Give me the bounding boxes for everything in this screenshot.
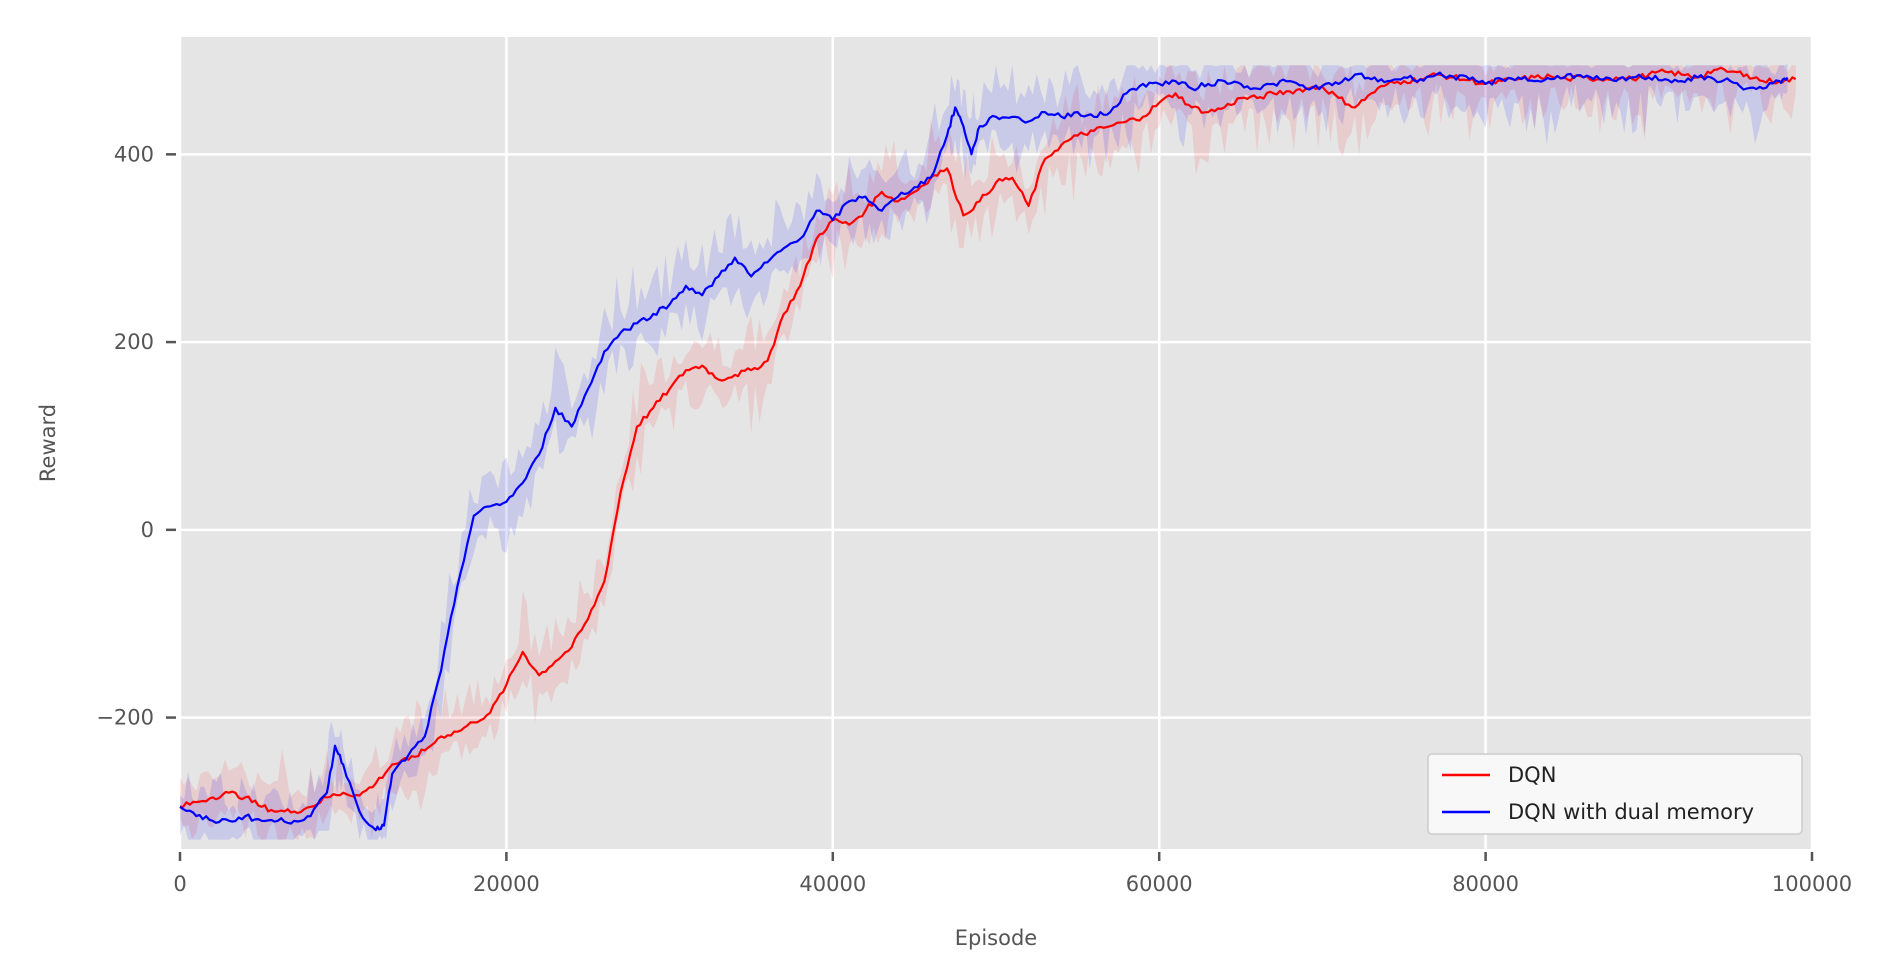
y-tick-label: 0 [141, 518, 154, 542]
x-axis-title: Episode [955, 926, 1037, 950]
x-tick-label: 0 [173, 872, 186, 896]
legend-box [1427, 753, 1803, 835]
series-line-dqn-dual-memory [179, 71, 1789, 832]
smoothed-reward-lines [179, 66, 1797, 832]
x-tick-label: 80000 [1452, 872, 1519, 896]
y-tick-label: −200 [96, 706, 154, 730]
x-tick-label: 60000 [1126, 872, 1193, 896]
legend-label-dqn: DQN [1508, 763, 1556, 787]
y-axis-title: Reward [36, 404, 60, 482]
y-tick-label: 400 [114, 142, 154, 166]
legend-label-dqn-dual-memory: DQN with dual memory [1508, 800, 1754, 824]
x-tick-label: 40000 [799, 872, 866, 896]
x-tick-label: 100000 [1772, 872, 1852, 896]
y-tick-label: 200 [114, 330, 154, 354]
plot-background [180, 37, 1812, 849]
axes: 0 20000 40000 60000 80000 100000 −200 0 200 400 [96, 142, 1852, 896]
grid-lines [178, 37, 1814, 849]
legend: DQN DQN with dual memory [1427, 753, 1803, 835]
x-tick-label: 20000 [473, 872, 540, 896]
